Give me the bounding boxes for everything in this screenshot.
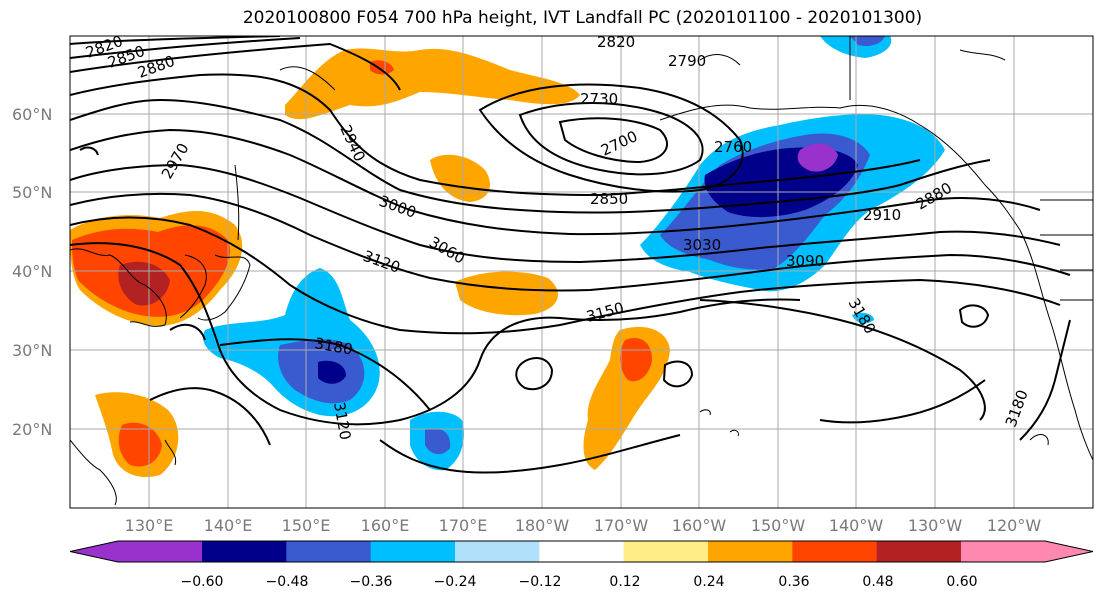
colorbar-tick-label: −0.60 xyxy=(181,574,224,590)
colorbar-band xyxy=(876,541,962,562)
longitude-label: 160°E xyxy=(361,516,410,535)
contour-label: 2910 xyxy=(863,206,901,224)
longitude-label: 140°W xyxy=(829,516,884,535)
colorbar-tick-label: 0.60 xyxy=(946,574,977,590)
longitude-label: 150°E xyxy=(282,516,331,535)
coastlines xyxy=(70,36,1093,506)
longitude-label: 150°W xyxy=(751,516,806,535)
map-title: 2020100800 F054 700 hPa height, IVT Land… xyxy=(242,8,923,28)
map-frame xyxy=(69,35,1094,509)
longitude-label: 130°W xyxy=(908,516,963,535)
colorbar-tick-label: 0.12 xyxy=(609,574,640,590)
ivt-shading xyxy=(70,36,945,478)
gridlines xyxy=(70,36,1093,508)
latitude-label: 30°N xyxy=(12,341,52,360)
colorbar-extend-low xyxy=(70,541,202,562)
colorbar-outline xyxy=(69,540,1094,563)
latitude-label: 60°N xyxy=(12,105,52,124)
longitude-label: 130°E xyxy=(125,516,174,535)
colorbar xyxy=(69,540,1094,563)
colorbar-band xyxy=(708,541,793,562)
longitude-label: 180°W xyxy=(515,516,570,535)
colorbar-tick-label: 0.36 xyxy=(778,574,809,590)
colorbar-band xyxy=(455,541,540,562)
colorbar-tick-label: 0.24 xyxy=(693,574,724,590)
colorbar-band xyxy=(370,541,456,562)
colorbar-extend-high xyxy=(961,541,1093,562)
latitude-labels: 60°N 50°N 40°N 30°N 20°N xyxy=(12,105,52,439)
colorbar-tick-label: −0.36 xyxy=(350,574,393,590)
contour-label: 3090 xyxy=(786,252,824,270)
contour-label: 3030 xyxy=(683,236,721,254)
longitude-label: 170°E xyxy=(439,516,488,535)
colorbar-band xyxy=(623,541,709,562)
longitude-labels: 130°E 140°E 150°E 160°E 170°E 180°W 170°… xyxy=(125,516,1042,535)
longitude-label: 160°W xyxy=(672,516,727,535)
height-contours xyxy=(70,36,1071,474)
contour-label: 2790 xyxy=(668,52,706,70)
latitude-label: 40°N xyxy=(12,262,52,281)
longitude-label: 170°W xyxy=(594,516,649,535)
colorbar-tick-label: −0.24 xyxy=(434,574,477,590)
colorbar-band xyxy=(286,541,372,562)
contour-label: 2760 xyxy=(714,138,752,156)
contour-label: 2730 xyxy=(580,90,618,108)
contour-label: 2850 xyxy=(590,190,628,208)
colorbar-tick-labels: −0.60 −0.48 −0.36 −0.24 −0.12 0.12 0.24 … xyxy=(181,574,978,590)
contour-label: 2820 xyxy=(597,33,635,51)
colorbar-band xyxy=(792,541,878,562)
map-panel: 2820 2850 2880 2820 2790 2730 2700 2760 … xyxy=(70,33,1093,508)
latitude-label: 20°N xyxy=(12,420,52,439)
colorbar-tick-label: −0.48 xyxy=(266,574,309,590)
colorbar-tick-label: −0.12 xyxy=(519,574,562,590)
latitude-label: 50°N xyxy=(12,183,52,202)
colorbar-band xyxy=(539,541,625,562)
colorbar-tick-label: 0.48 xyxy=(862,574,893,590)
colorbar-band xyxy=(202,541,287,562)
longitude-label: 120°W xyxy=(987,516,1042,535)
longitude-label: 140°E xyxy=(204,516,253,535)
